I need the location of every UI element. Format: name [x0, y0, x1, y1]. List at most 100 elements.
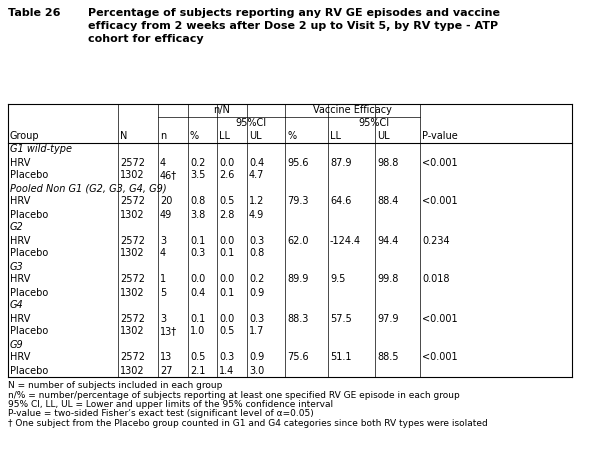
Text: 0.0: 0.0: [219, 236, 234, 245]
Text: 1.4: 1.4: [219, 365, 234, 376]
Text: <0.001: <0.001: [422, 158, 458, 168]
Text: 0.0: 0.0: [219, 158, 234, 168]
Text: 79.3: 79.3: [287, 196, 309, 207]
Text: 95% CI, LL, UL = Lower and upper limits of the 95% confidence interval: 95% CI, LL, UL = Lower and upper limits …: [8, 400, 333, 409]
Text: 0.1: 0.1: [219, 249, 234, 259]
Text: 2.8: 2.8: [219, 209, 234, 219]
Text: † One subject from the Placebo group counted in G1 and G4 categories since both : † One subject from the Placebo group cou…: [8, 419, 488, 428]
Text: 0.8: 0.8: [190, 196, 205, 207]
Text: Group: Group: [10, 131, 40, 141]
Text: 2572: 2572: [120, 158, 145, 168]
Text: 4.9: 4.9: [249, 209, 264, 219]
Text: 0.0: 0.0: [190, 274, 205, 285]
Text: UL: UL: [377, 131, 389, 141]
Text: 0.8: 0.8: [249, 249, 264, 259]
Text: 0.2: 0.2: [249, 274, 264, 285]
Text: 0.4: 0.4: [249, 158, 264, 168]
Text: 88.4: 88.4: [377, 196, 398, 207]
Text: HRV: HRV: [10, 196, 30, 207]
Text: 0.1: 0.1: [190, 314, 205, 323]
Text: 99.8: 99.8: [377, 274, 398, 285]
Text: 13: 13: [160, 353, 172, 363]
Text: 13†: 13†: [160, 327, 177, 336]
Text: 0.0: 0.0: [219, 274, 234, 285]
Text: 46†: 46†: [160, 170, 177, 181]
Text: 62.0: 62.0: [287, 236, 309, 245]
Text: HRV: HRV: [10, 274, 30, 285]
Text: 0.3: 0.3: [190, 249, 205, 259]
Text: n/N: n/N: [213, 105, 230, 115]
Text: 2572: 2572: [120, 196, 145, 207]
Text: 3: 3: [160, 314, 166, 323]
Text: 1: 1: [160, 274, 166, 285]
Text: 89.9: 89.9: [287, 274, 309, 285]
Text: Pooled Non G1 (G2, G3, G4, G9): Pooled Non G1 (G2, G3, G4, G9): [10, 183, 166, 194]
Text: Placebo: Placebo: [10, 209, 48, 219]
Text: 2572: 2572: [120, 274, 145, 285]
Text: 2572: 2572: [120, 314, 145, 323]
Text: 1.7: 1.7: [249, 327, 264, 336]
Text: 0.1: 0.1: [219, 287, 234, 298]
Text: 1302: 1302: [120, 327, 145, 336]
Text: 4.7: 4.7: [249, 170, 264, 181]
Text: n: n: [160, 131, 166, 141]
Text: Percentage of subjects reporting any RV GE episodes and vaccine: Percentage of subjects reporting any RV …: [88, 8, 500, 18]
Text: %: %: [287, 131, 296, 141]
Text: 49: 49: [160, 209, 172, 219]
Text: 0.9: 0.9: [249, 287, 264, 298]
Text: 0.5: 0.5: [219, 196, 234, 207]
Text: G2: G2: [10, 223, 24, 232]
Text: Table 26: Table 26: [8, 8, 61, 18]
Text: 95%CI: 95%CI: [235, 118, 267, 128]
Text: HRV: HRV: [10, 158, 30, 168]
Text: Placebo: Placebo: [10, 170, 48, 181]
Text: HRV: HRV: [10, 236, 30, 245]
Text: 88.5: 88.5: [377, 353, 398, 363]
Text: 87.9: 87.9: [330, 158, 352, 168]
Text: Placebo: Placebo: [10, 249, 48, 259]
Text: 0.5: 0.5: [219, 327, 234, 336]
Text: N = number of subjects included in each group: N = number of subjects included in each …: [8, 381, 222, 390]
Text: 20: 20: [160, 196, 172, 207]
Text: 0.0: 0.0: [219, 314, 234, 323]
Text: P-value: P-value: [422, 131, 458, 141]
Text: 1.2: 1.2: [249, 196, 264, 207]
Text: -124.4: -124.4: [330, 236, 361, 245]
Text: 57.5: 57.5: [330, 314, 352, 323]
Text: efficacy from 2 weeks after Dose 2 up to Visit 5, by RV type - ATP: efficacy from 2 weeks after Dose 2 up to…: [88, 21, 498, 31]
Text: G1 wild-type: G1 wild-type: [10, 145, 72, 154]
Text: 64.6: 64.6: [330, 196, 352, 207]
Text: 1302: 1302: [120, 170, 145, 181]
Text: P-value = two-sided Fisher’s exact test (significant level of α=0.05): P-value = two-sided Fisher’s exact test …: [8, 409, 314, 419]
Text: 0.5: 0.5: [190, 353, 205, 363]
Text: Placebo: Placebo: [10, 287, 48, 298]
Text: 88.3: 88.3: [287, 314, 309, 323]
Text: Placebo: Placebo: [10, 365, 48, 376]
Text: 0.3: 0.3: [219, 353, 234, 363]
Text: 95%CI: 95%CI: [359, 118, 389, 128]
Text: 3.8: 3.8: [190, 209, 205, 219]
Text: 98.8: 98.8: [377, 158, 398, 168]
Text: 75.6: 75.6: [287, 353, 309, 363]
Text: Placebo: Placebo: [10, 327, 48, 336]
Text: G9: G9: [10, 340, 24, 349]
Text: 3.5: 3.5: [190, 170, 205, 181]
Text: 95.6: 95.6: [287, 158, 309, 168]
Text: LL: LL: [219, 131, 230, 141]
Text: 1.0: 1.0: [190, 327, 205, 336]
Text: 1302: 1302: [120, 287, 145, 298]
Text: HRV: HRV: [10, 353, 30, 363]
Text: 1302: 1302: [120, 249, 145, 259]
Text: 1302: 1302: [120, 365, 145, 376]
Text: cohort for efficacy: cohort for efficacy: [88, 34, 204, 44]
Text: 0.9: 0.9: [249, 353, 264, 363]
Text: UL: UL: [249, 131, 261, 141]
Text: n/% = number/percentage of subjects reporting at least one specified RV GE episo: n/% = number/percentage of subjects repo…: [8, 390, 460, 400]
Text: <0.001: <0.001: [422, 196, 458, 207]
Text: 0.234: 0.234: [422, 236, 450, 245]
Text: 27: 27: [160, 365, 172, 376]
Text: 3: 3: [160, 236, 166, 245]
Text: 94.4: 94.4: [377, 236, 398, 245]
Text: 4: 4: [160, 158, 166, 168]
Text: 51.1: 51.1: [330, 353, 352, 363]
